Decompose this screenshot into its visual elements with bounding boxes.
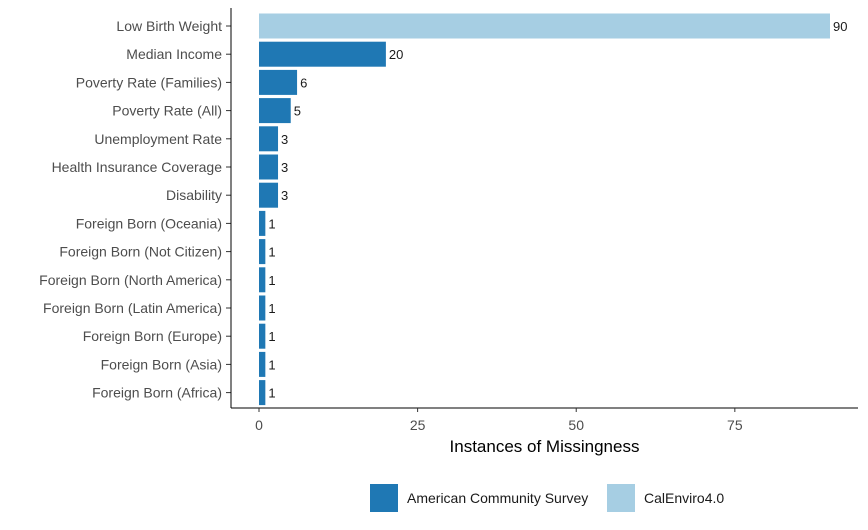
- bar: [259, 98, 291, 124]
- y-tick-label: Poverty Rate (All): [112, 103, 222, 119]
- bar-value-label: 90: [833, 19, 847, 34]
- y-tick-label: Foreign Born (North America): [39, 272, 222, 288]
- bar: [259, 210, 266, 236]
- y-tick-label: Health Insurance Coverage: [52, 159, 223, 175]
- bar-value-label: 3: [281, 132, 288, 147]
- bar: [259, 13, 830, 39]
- x-tick-label: 75: [727, 417, 743, 433]
- x-ticks: 0 25 50 75: [255, 408, 743, 433]
- bar-value-label: 1: [268, 301, 275, 316]
- bar-value-label: 5: [294, 104, 301, 119]
- bar: [259, 126, 279, 152]
- bar: [259, 154, 279, 180]
- y-tick-label: Poverty Rate (Families): [76, 74, 222, 90]
- bar: [259, 267, 266, 293]
- bar-value-label: 20: [389, 47, 403, 62]
- x-tick-label: 0: [255, 417, 263, 433]
- legend: American Community Survey CalEnviro4.0: [370, 484, 724, 512]
- y-tick-label: Unemployment Rate: [94, 131, 222, 147]
- bar-value-label: 1: [268, 329, 275, 344]
- x-tick-label: 50: [568, 417, 584, 433]
- y-tick-labels: Low Birth Weight Median Income Poverty Rat…: [39, 18, 231, 401]
- bars: [259, 13, 830, 406]
- y-tick-label: Foreign Born (Not Citizen): [59, 244, 222, 260]
- bar: [259, 380, 266, 406]
- bar-value-label: 6: [300, 75, 307, 90]
- bar: [259, 182, 279, 208]
- x-axis-title: Instances of Missingness: [450, 437, 640, 456]
- bar-value-label: 1: [268, 357, 275, 372]
- bar: [259, 239, 266, 265]
- y-tick-label: Foreign Born (Asia): [101, 356, 222, 372]
- bar: [259, 41, 386, 67]
- y-tick-label: Foreign Born (Africa): [92, 385, 222, 401]
- y-tick-label: Median Income: [126, 46, 222, 62]
- bar-value-label: 1: [268, 216, 275, 231]
- legend-swatch: [370, 484, 398, 512]
- bar: [259, 69, 298, 95]
- bar: [259, 295, 266, 321]
- y-tick-label: Disability: [166, 187, 222, 203]
- x-tick-label: 25: [410, 417, 426, 433]
- bar-value-label: 3: [281, 188, 288, 203]
- y-tick-label: Low Birth Weight: [116, 18, 222, 34]
- bar-value-label: 1: [268, 386, 275, 401]
- legend-swatch: [607, 484, 635, 512]
- bar-value-label: 1: [268, 273, 275, 288]
- bar-value-label: 3: [281, 160, 288, 175]
- y-tick-label: Foreign Born (Latin America): [43, 300, 222, 316]
- bar: [259, 351, 266, 377]
- bar: [259, 323, 266, 349]
- legend-label: American Community Survey: [407, 490, 588, 506]
- bar-value-label: 1: [268, 245, 275, 260]
- legend-label: CalEnviro4.0: [644, 490, 724, 506]
- y-tick-label: Foreign Born (Europe): [83, 328, 222, 344]
- y-tick-label: Foreign Born (Oceania): [76, 215, 222, 231]
